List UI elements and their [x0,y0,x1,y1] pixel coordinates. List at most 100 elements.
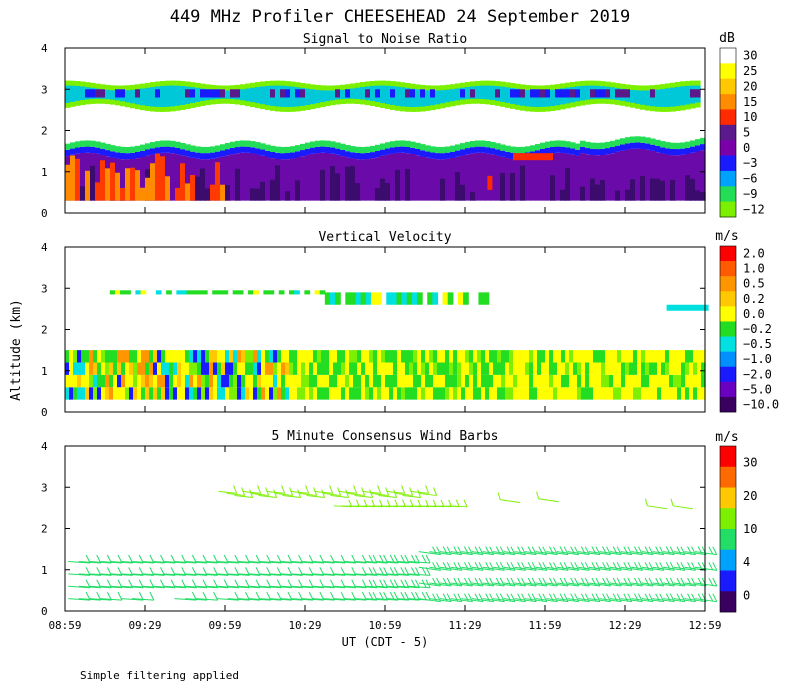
wind-barb [301,561,324,564]
snr-cell [550,89,556,107]
wind-barb [631,566,654,571]
wind-barb [312,598,335,601]
wind-barb [216,585,239,589]
wind-barb [461,551,484,556]
vv-cell [666,304,709,311]
wind-barb [421,591,427,600]
vv-cell [641,387,646,400]
wind-barb [652,598,675,603]
vv-cell [685,362,690,375]
snr-cell [530,157,536,201]
vv-cell [401,350,406,363]
vv-cell [289,362,294,375]
snr-cell [400,146,406,153]
vv-cell [197,362,202,375]
vv-cell [201,350,206,363]
wind-barb [274,492,293,496]
snr-cell [595,155,601,201]
wind-barb [609,551,632,556]
vv-cell [637,387,642,400]
wind-barb [142,573,165,576]
wind-barb [386,573,409,576]
vv-cell [469,374,474,388]
snr-cell [630,89,636,103]
vv-cell [381,374,386,388]
vv-cell [665,350,670,363]
vv-cell [169,387,174,400]
snr-cell [310,89,316,105]
snr-cell [225,142,231,150]
vv-cell [463,292,469,305]
vv-cell [173,350,178,363]
vv-cell [189,350,194,363]
snr-cell [515,89,521,98]
snr-cell [565,141,571,148]
vv-cell [429,387,434,400]
vv-cell [521,350,526,363]
wind-barb [712,546,718,555]
snr-cell [395,146,401,153]
vv-cell [309,362,314,375]
wind-barb [556,551,579,556]
snr-cell [525,158,531,201]
x-tick-label: 10:59 [368,619,401,632]
vv-cell [65,387,70,400]
vv-cell [545,387,550,400]
vv-cell [393,374,398,388]
vv-cell [525,387,530,400]
snr-cell [600,180,606,201]
wind-barb [202,591,208,601]
wind-barb [397,598,420,601]
snr-cell [120,159,126,201]
vv-cell [533,387,538,400]
snr-cell [540,142,546,149]
snr-cell [320,169,326,201]
wind-barb [556,566,579,571]
vv-cell [361,350,366,363]
wind-barb [408,573,431,576]
snr-cell [335,148,341,155]
vv-cell [229,350,234,363]
snr-cell [165,146,171,153]
snr-cell [255,188,261,201]
wind-barb [386,561,409,564]
wind-barb [368,567,374,576]
wind-barb [185,585,208,589]
snr-cell [215,162,221,201]
snr-cell [535,89,541,98]
colorbar-label: 30 [743,456,757,470]
vv-cell [501,362,506,375]
wind-barb [400,591,406,600]
vv-cell [401,362,406,375]
vv-cell [333,350,338,363]
snr-cell [550,175,556,201]
snr-cell [135,89,141,98]
wind-barb [536,491,540,499]
snr-cell [290,152,296,159]
snr-cell [435,159,441,201]
vv-cell [577,350,582,363]
snr-cell [615,151,621,201]
snr-cell [295,157,301,201]
snr-cell [115,146,121,153]
vv-cell [605,387,610,400]
snr-cell [495,143,501,150]
vv-cell [161,350,166,363]
vv-cell [349,362,354,375]
snr-cell [425,145,431,152]
vv-cell [153,387,158,400]
snr-cell [90,140,96,147]
vv-cell [237,290,244,295]
vv-cell [105,387,110,400]
snr-cell [70,155,76,201]
vv-cell [373,387,378,400]
colorbar-swatch [720,63,736,80]
vv-cell [337,350,342,363]
vv-cell [557,350,562,363]
wind-barb [493,582,516,587]
vv-cell [425,387,430,400]
wind-barb [291,561,314,564]
vv-cell [73,362,78,375]
snr-cell [120,89,126,98]
wind-barb [415,579,420,589]
